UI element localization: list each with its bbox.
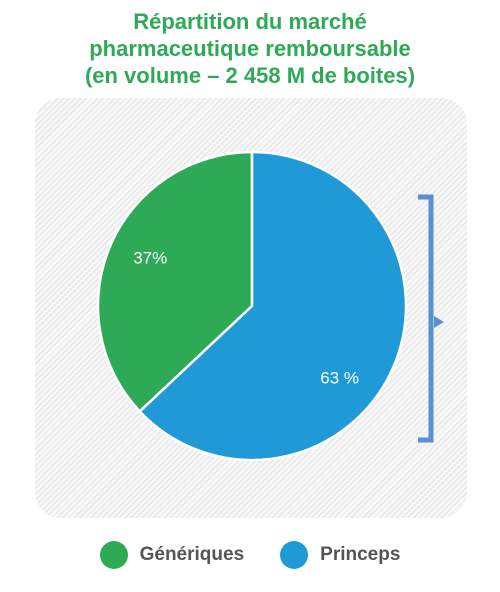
pie-label-princeps: 63 % [320,368,359,387]
chart-title-line-2: pharmaceutique remboursable [89,36,411,61]
right-bracket [418,194,444,443]
legend-label-princeps: Princeps [320,544,401,565]
legend-swatch-generiques [99,541,128,569]
pie-label-generiques: 37% [133,248,167,267]
legend-label-generiques: Génériques [139,544,245,565]
chart-title-line-3: (en volume – 2 458 M de boites) [84,63,416,88]
bracket-arrow-icon [434,316,444,328]
legend-item-generiques: Génériques [99,541,245,569]
pie-slice-princeps [138,150,408,462]
legend-swatch-princeps [280,541,309,569]
chart-title-line-1: Répartition du marché [133,9,367,34]
legend-item-princeps: Princeps [280,541,400,569]
chart-title: Répartition du marché pharmaceutique rem… [0,8,500,89]
chart-legend: Génériques Princeps [0,538,500,572]
pie-slice-generiques [96,150,254,413]
